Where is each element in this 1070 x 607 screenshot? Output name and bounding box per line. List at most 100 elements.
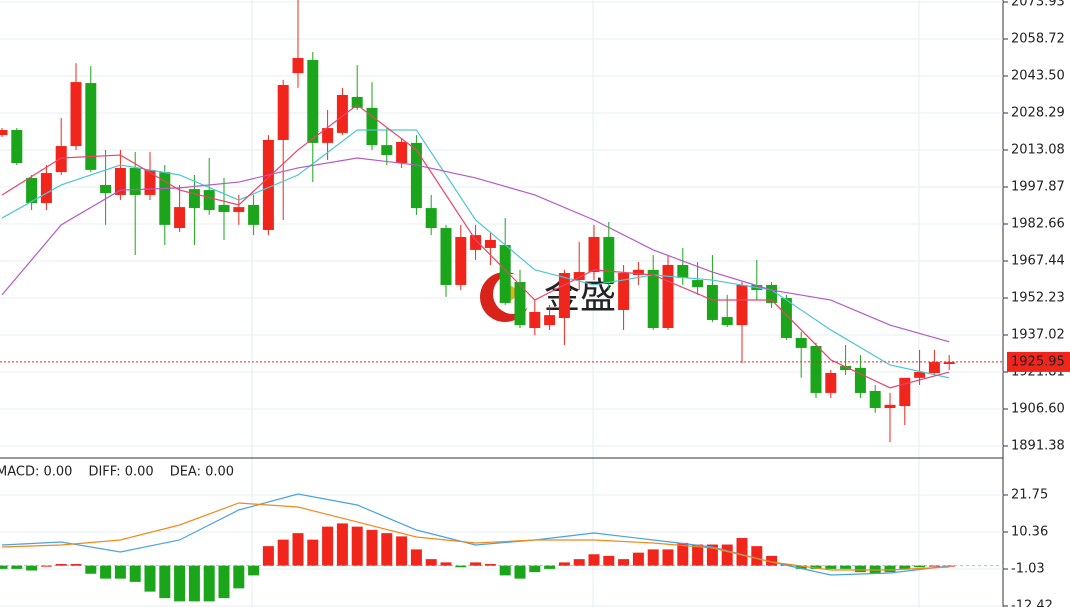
indicator-line	[1, 157, 950, 343]
macd-bar	[396, 536, 408, 566]
candle-body	[396, 141, 408, 164]
macd-bar	[810, 565, 822, 569]
candle-body	[70, 82, 82, 147]
y-tick-label: 1982.66	[1011, 216, 1065, 231]
y-tick-label: -1.03	[1011, 561, 1045, 576]
candle-body	[351, 96, 363, 108]
macd-bar	[470, 562, 482, 566]
candle-body	[943, 362, 955, 364]
candle-body	[780, 298, 792, 338]
candle-body	[40, 173, 52, 203]
candle-body	[248, 204, 260, 225]
macd-bar	[55, 564, 67, 566]
candle-body	[307, 59, 319, 143]
indicator-line	[1, 104, 950, 389]
macd-bar	[203, 565, 215, 602]
legend-label: MACD: 0.00	[0, 465, 72, 480]
candle-body	[470, 235, 482, 250]
candle-body	[129, 167, 141, 195]
candle-body	[484, 239, 496, 248]
macd-bar	[410, 549, 422, 566]
macd-bar	[366, 529, 378, 566]
candle-body	[632, 269, 644, 275]
macd-bar	[840, 565, 852, 569]
macd-bar	[914, 565, 926, 568]
macd-bar	[144, 565, 156, 592]
candle-body	[277, 85, 289, 140]
macd-bar	[677, 542, 689, 566]
macd-bar	[603, 555, 615, 566]
macd-bar	[159, 565, 171, 599]
candle-body	[499, 245, 511, 303]
macd-bar	[588, 554, 600, 566]
last-price-box	[1007, 351, 1070, 372]
candle-body	[336, 94, 348, 133]
candle-body	[100, 184, 112, 194]
y-tick-label: 1967.44	[1011, 254, 1065, 269]
macd-bar	[322, 526, 334, 566]
macd-bar	[632, 552, 644, 566]
candle-body	[736, 284, 748, 326]
macd-bar	[795, 565, 807, 569]
candle-body	[262, 139, 274, 230]
macd-bar	[174, 565, 186, 602]
candle-body	[603, 237, 615, 283]
candle-body	[588, 237, 600, 273]
macd-bar	[40, 565, 52, 567]
macd-bar	[529, 565, 541, 573]
candle-body	[869, 390, 881, 409]
candle-body	[766, 284, 778, 303]
macd-bar	[558, 562, 570, 566]
candle-body	[218, 204, 230, 212]
legend-label: DEA: 0.00	[170, 465, 234, 480]
candle-body	[233, 207, 245, 212]
candle-body	[322, 128, 334, 143]
macd-bar	[514, 565, 526, 579]
macd-bar	[233, 565, 245, 589]
legend-label: DIFF: 0.00	[88, 465, 153, 480]
macd-bar	[766, 555, 778, 566]
macd-bar	[618, 559, 630, 566]
candle-body	[914, 372, 926, 378]
y-tick-label: 1891.38	[1011, 439, 1065, 454]
macd-bar	[544, 565, 556, 569]
candle-body	[26, 177, 38, 203]
macd-bar	[884, 565, 896, 573]
candle-body	[440, 228, 452, 285]
candle-body	[292, 58, 304, 74]
macd-bar	[277, 539, 289, 566]
candle-body	[410, 142, 422, 209]
macd-bar	[455, 565, 467, 568]
candle-body	[618, 273, 630, 310]
macd-bar	[26, 565, 38, 571]
candle-body	[425, 208, 437, 229]
macd-bar	[425, 559, 437, 566]
y-tick-label: 10.36	[1011, 524, 1048, 539]
candle-body	[55, 146, 67, 173]
candle-body	[159, 172, 171, 225]
macd-bar	[381, 533, 393, 566]
candle-body	[840, 365, 852, 371]
candle-body	[662, 264, 674, 328]
y-tick-label: 2013.08	[1011, 142, 1065, 157]
macd-bar	[129, 565, 141, 582]
candle-body	[544, 315, 556, 326]
macd-bar	[440, 562, 452, 566]
candle-body	[647, 269, 659, 328]
macd-bar	[854, 565, 866, 573]
candle-body	[706, 284, 718, 320]
macd-bar	[692, 544, 704, 566]
candle-body	[928, 362, 940, 373]
indicator-line	[1, 502, 950, 571]
candle-body	[899, 377, 911, 407]
macd-bar	[736, 538, 748, 566]
candle-body	[529, 311, 541, 328]
candle-body	[455, 237, 467, 285]
y-tick-label: 2028.29	[1011, 106, 1065, 121]
candle-body	[795, 337, 807, 348]
candle-body	[810, 345, 822, 393]
candle-body	[884, 404, 896, 409]
candle-body	[514, 282, 526, 326]
macd-bar	[100, 565, 112, 579]
